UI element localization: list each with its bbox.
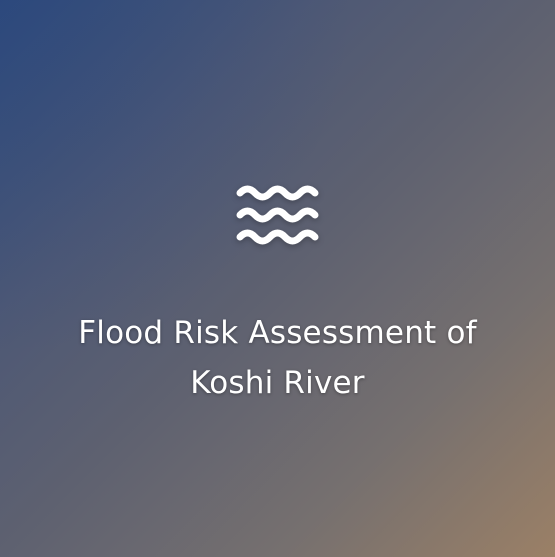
card-title: Flood Risk Assessment of Koshi River — [78, 315, 477, 401]
card-content: Flood Risk Assessment of Koshi River — [0, 185, 555, 408]
water-waves-icon — [236, 185, 318, 245]
